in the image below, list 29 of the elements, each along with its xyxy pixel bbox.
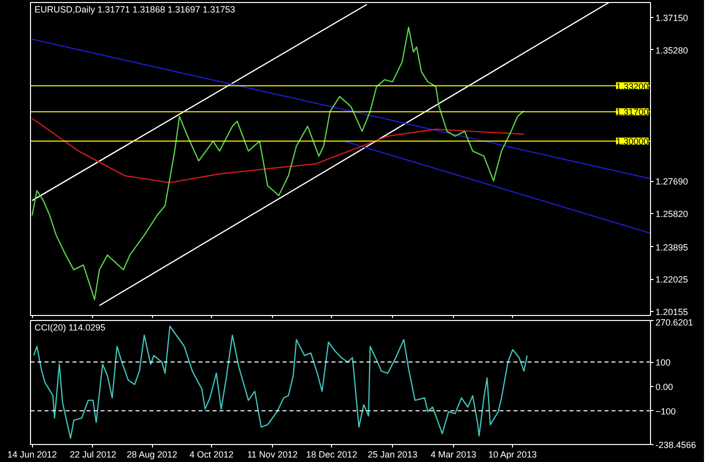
line-series	[33, 326, 528, 439]
x-tick-label: 22 Jul 2012	[70, 450, 116, 460]
y-tick-label: -238.4566	[656, 440, 696, 450]
x-tick-label: 14 Jun 2012	[7, 450, 57, 460]
chart-title: CCI(20) 114.0295	[34, 322, 106, 332]
y-tick-label: 1.37150	[656, 12, 688, 23]
ref-line-label: 1.30000	[616, 136, 649, 147]
ref-line-label: 1.33200	[616, 81, 649, 92]
x-tick-label: 11 Nov 2012	[247, 450, 298, 460]
y-tick-label: 1.25820	[656, 209, 688, 220]
ref-line-label: 1.31700	[616, 107, 649, 118]
line-series	[32, 26, 525, 300]
x-tick-label: 4 Mar 2013	[430, 450, 476, 460]
x-tick-label: 10 Apr 2013	[488, 450, 537, 460]
y-tick-label: 1.20155	[656, 307, 688, 318]
x-tick-label: 25 Jan 2013	[368, 450, 418, 460]
y-tick-label: 0.00	[656, 382, 674, 392]
x-tick-label: 4 Oct 2012	[190, 450, 234, 460]
y-tick-label: 1.27690	[656, 176, 688, 187]
y-tick-label: −100	[656, 406, 676, 416]
x-tick-label: 18 Dec 2012	[306, 450, 358, 460]
y-tick-label: 100	[656, 358, 671, 368]
y-tick-label: 1.23895	[656, 242, 688, 252]
line-series	[32, 118, 525, 184]
x-tick-label: 28 Aug 2012	[126, 450, 178, 460]
chart-title: EURUSD,Daily 1.31771 1.31868 1.31697 1.31753	[34, 4, 236, 14]
y-tick-label: 270.6201	[656, 318, 694, 328]
y-tick-label: 1.35280	[656, 45, 688, 56]
y-tick-label: 1.22025	[656, 274, 688, 285]
